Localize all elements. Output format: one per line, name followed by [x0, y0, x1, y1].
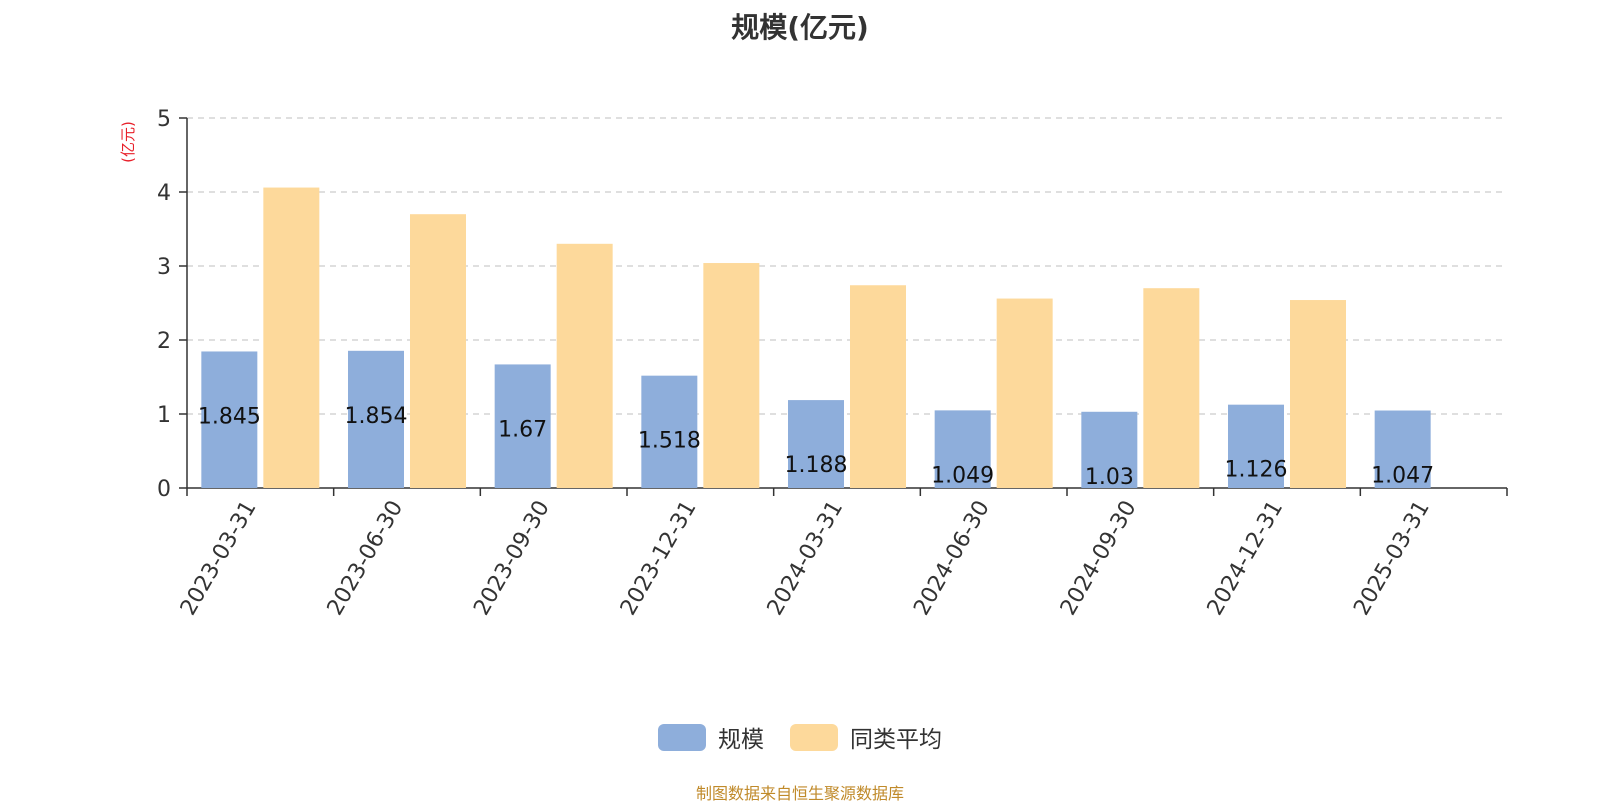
legend-item-peer-average[interactable]: 同类平均	[790, 720, 942, 754]
bar-value-label: 1.03	[1085, 465, 1134, 490]
y-tick-label: 5	[157, 107, 171, 132]
x-tick-label: 2023-06-30	[323, 497, 409, 620]
x-tick-label: 2023-03-31	[176, 497, 262, 620]
bar-value-label: 1.854	[345, 404, 408, 429]
bar-scale	[788, 400, 844, 488]
x-tick-label: 2024-03-31	[763, 497, 849, 620]
legend-swatch-scale	[658, 723, 706, 751]
bar-scale	[641, 375, 698, 488]
x-tick-label: 2023-12-31	[616, 497, 702, 620]
x-tick-label: 2024-06-30	[909, 497, 995, 620]
bar-peer-average	[263, 187, 320, 488]
bar-scale	[1081, 411, 1138, 488]
y-tick-label: 1	[157, 403, 171, 428]
y-axis-label: (亿元)	[119, 121, 137, 163]
x-tick-label: 2024-09-30	[1056, 497, 1142, 620]
bar-value-label: 1.188	[785, 453, 848, 478]
legend-label-scale: 规模	[718, 727, 764, 753]
data-source-note: 制图数据来自恒生聚源数据库	[695, 784, 904, 803]
bar-value-label: 1.67	[498, 417, 547, 442]
bar-peer-average	[1143, 288, 1200, 488]
bar-value-label: 1.047	[1371, 464, 1434, 489]
y-tick-label: 4	[157, 181, 171, 206]
y-tick-label: 0	[157, 477, 171, 502]
bar-chart: 0 1 2 3 4 5 (亿元) 1.845 2023-03-31 1.854 2023-06-30…	[119, 107, 1508, 620]
legend-item-scale[interactable]: 规模	[658, 720, 764, 754]
bar-scale	[201, 351, 258, 488]
bar-value-label: 1.518	[638, 429, 701, 454]
legend-label-peer-average: 同类平均	[850, 727, 942, 753]
bar-scale	[494, 364, 551, 488]
bar-value-label: 1.049	[931, 463, 994, 488]
x-tick-label: 2025-03-31	[1349, 497, 1435, 620]
bar-value-label: 1.845	[198, 404, 261, 429]
x-tick-label: 2023-09-30	[469, 497, 555, 620]
bar-peer-average	[410, 214, 466, 488]
bar-scale	[348, 350, 404, 488]
x-tick-label: 2024-12-31	[1203, 497, 1289, 620]
bar-peer-average	[996, 298, 1053, 488]
y-tick-label: 2	[157, 329, 171, 354]
bar-scale	[1374, 410, 1431, 488]
bar-peer-average	[1290, 300, 1346, 488]
bar-scale	[934, 410, 991, 488]
chart-title: 规模(亿元)	[731, 11, 869, 44]
bar-peer-average	[703, 263, 760, 488]
legend-swatch-peer-average	[790, 723, 838, 751]
bar-peer-average	[850, 285, 906, 488]
bar-value-label: 1.126	[1225, 458, 1288, 483]
legend: 规模 同类平均	[0, 720, 1600, 754]
y-tick-label: 3	[157, 255, 171, 280]
bar-peer-average	[556, 243, 613, 488]
bar-scale	[1228, 404, 1284, 488]
